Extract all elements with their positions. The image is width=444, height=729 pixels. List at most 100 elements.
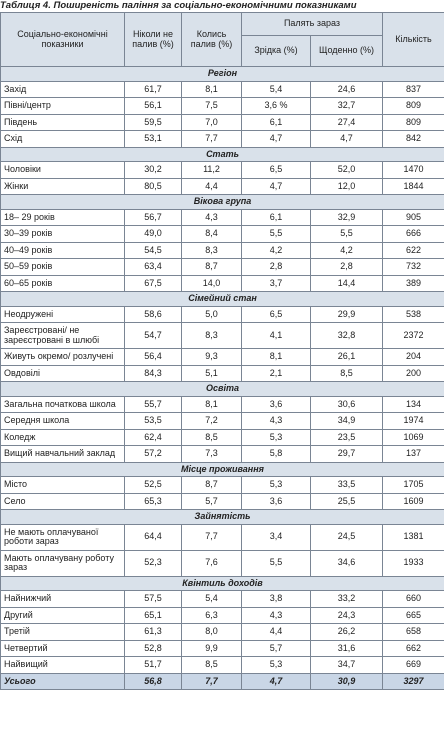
- value-cell: 52,3: [124, 549, 182, 577]
- label-cell: 40–49 років: [0, 241, 125, 259]
- value-cell: 7,0: [181, 113, 242, 131]
- value-cell: 14,4: [310, 274, 383, 292]
- value-cell: 5,0: [181, 305, 242, 323]
- table-row: 30–39 років 49,0 8,4 5,5 5,5 666: [0, 225, 444, 243]
- value-cell: 5,3: [241, 476, 311, 494]
- value-cell: 8,1: [181, 80, 242, 98]
- label-cell: Коледж: [0, 428, 125, 446]
- value-cell: 34,7: [310, 656, 383, 674]
- value-cell: 5,5: [241, 225, 311, 243]
- table-row: 18– 29 років 56,7 4,3 6,1 32,9 905: [0, 208, 444, 226]
- value-cell: 5,7: [241, 639, 311, 657]
- table-row: Жінки 80,5 4,4 4,7 12,0 1844: [0, 177, 444, 195]
- table-row: Село 65,3 5,7 3,6 25,5 1609: [0, 492, 444, 510]
- value-cell: 5,5: [310, 225, 383, 243]
- value-cell: 8,5: [310, 364, 383, 382]
- section-title: Сімейний стан: [0, 291, 444, 307]
- value-cell: 4,2: [241, 241, 311, 259]
- value-cell: 23,5: [310, 428, 383, 446]
- value-cell: 64,4: [124, 523, 182, 551]
- label-cell: Схід: [0, 130, 125, 148]
- table-row: 50–59 років 63,4 8,7 2,8 2,8 732: [0, 258, 444, 276]
- value-cell: 32,8: [310, 322, 383, 349]
- value-cell: 4,7: [310, 130, 383, 148]
- value-cell: 1609: [382, 492, 444, 510]
- value-cell: 5,4: [181, 590, 242, 608]
- label-cell: Неодружені: [0, 305, 125, 323]
- value-cell: 53,5: [124, 412, 182, 430]
- label-cell: Півні/центр: [0, 97, 125, 115]
- value-cell: 4,4: [181, 177, 242, 195]
- header-cell: Щоденно (%): [310, 35, 383, 67]
- value-cell: 8,4: [181, 225, 242, 243]
- value-cell: 8,0: [181, 623, 242, 641]
- section-row: Освіта: [0, 381, 444, 397]
- header-cell: Соціально-економічні показники: [0, 12, 125, 67]
- value-cell: 1470: [382, 161, 444, 179]
- value-cell: 7,7: [181, 672, 242, 690]
- value-cell: 2,8: [310, 258, 383, 276]
- value-cell: 53,1: [124, 130, 182, 148]
- value-cell: 7,6: [181, 549, 242, 577]
- table-row: Півні/центр 56,1 7,5 3,6 % 32,7 809: [0, 97, 444, 115]
- value-cell: 4,4: [241, 623, 311, 641]
- value-cell: 29,9: [310, 305, 383, 323]
- value-cell: 54,7: [124, 322, 182, 349]
- value-cell: 7,2: [181, 412, 242, 430]
- value-cell: 7,5: [181, 97, 242, 115]
- label-cell: Другий: [0, 606, 125, 624]
- value-cell: 4,7: [241, 672, 311, 690]
- value-cell: 31,6: [310, 639, 383, 657]
- value-cell: 6,5: [241, 161, 311, 179]
- value-cell: 1844: [382, 177, 444, 195]
- label-cell: Захід: [0, 80, 125, 98]
- label-cell: Вищий навчальний заклад: [0, 445, 125, 463]
- value-cell: 7,7: [181, 523, 242, 551]
- table-row: Захід 61,7 8,1 5,4 24,6 837: [0, 80, 444, 98]
- table-row: Південь 59,5 7,0 6,1 27,4 809: [0, 113, 444, 131]
- value-cell: 1933: [382, 549, 444, 577]
- table-row: Другий 65,1 6,3 4,3 24,3 665: [0, 606, 444, 624]
- value-cell: 52,8: [124, 639, 182, 657]
- value-cell: 8,5: [181, 656, 242, 674]
- value-cell: 8,3: [181, 322, 242, 349]
- section-title: Регіон: [0, 66, 444, 82]
- value-cell: 4,3: [181, 208, 242, 226]
- label-cell: Четвертий: [0, 639, 125, 657]
- value-cell: 33,5: [310, 476, 383, 494]
- table-row: Коледж 62,4 8,5 5,3 23,5 1069: [0, 428, 444, 446]
- value-cell: 389: [382, 274, 444, 292]
- value-cell: 3,7: [241, 274, 311, 292]
- section-row: Регіон: [0, 66, 444, 82]
- value-cell: 8,1: [181, 395, 242, 413]
- value-cell: 12,0: [310, 177, 383, 195]
- value-cell: 61,7: [124, 80, 182, 98]
- value-cell: 84,3: [124, 364, 182, 382]
- value-cell: 24,3: [310, 606, 383, 624]
- value-cell: 3,8: [241, 590, 311, 608]
- section-title: Освіта: [0, 381, 444, 397]
- value-cell: 6,1: [241, 208, 311, 226]
- value-cell: 658: [382, 623, 444, 641]
- value-cell: 5,3: [241, 656, 311, 674]
- value-cell: 26,2: [310, 623, 383, 641]
- value-cell: 54,5: [124, 241, 182, 259]
- value-cell: 732: [382, 258, 444, 276]
- label-cell: Село: [0, 492, 125, 510]
- value-cell: 30,9: [310, 672, 383, 690]
- value-cell: 29,7: [310, 445, 383, 463]
- value-cell: 49,0: [124, 225, 182, 243]
- value-cell: 8,7: [181, 258, 242, 276]
- label-cell: Найнижчий: [0, 590, 125, 608]
- value-cell: 1974: [382, 412, 444, 430]
- header-cell: Ніколи не палив (%): [124, 12, 182, 67]
- value-cell: 56,7: [124, 208, 182, 226]
- value-cell: 5,4: [241, 80, 311, 98]
- value-cell: 59,5: [124, 113, 182, 131]
- value-cell: 809: [382, 97, 444, 115]
- label-cell: 18– 29 років: [0, 208, 125, 226]
- value-cell: 27,4: [310, 113, 383, 131]
- table-row: Місто 52,5 8,7 5,3 33,5 1705: [0, 476, 444, 494]
- table-row: Живуть окремо/ розлучені 56,4 9,3 8,1 26,1 20…: [0, 348, 444, 366]
